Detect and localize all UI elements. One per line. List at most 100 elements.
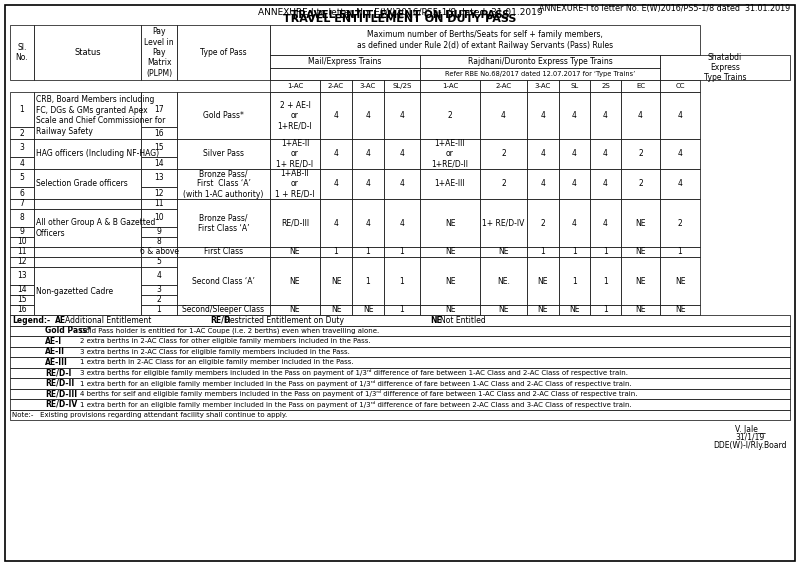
Bar <box>660 80 700 92</box>
Bar <box>352 92 384 139</box>
Bar <box>527 257 559 305</box>
Bar <box>590 199 621 247</box>
Text: 2: 2 <box>678 218 682 228</box>
Bar <box>177 139 270 169</box>
Bar <box>660 199 700 247</box>
Bar <box>10 257 34 267</box>
Text: Gold Pass*: Gold Pass* <box>45 326 91 335</box>
Bar <box>660 139 700 169</box>
Text: 11: 11 <box>154 199 164 208</box>
Text: 3-AC: 3-AC <box>360 83 376 89</box>
Bar <box>527 92 559 139</box>
Text: Sl.
No.: Sl. No. <box>16 43 28 62</box>
Text: 1-AC: 1-AC <box>287 83 303 89</box>
Bar <box>621 80 660 92</box>
Text: 4: 4 <box>603 149 608 158</box>
Text: 4: 4 <box>603 179 608 188</box>
Text: RE/D-II: RE/D-II <box>45 379 74 388</box>
Text: 4: 4 <box>572 179 577 188</box>
Text: V. Jale__: V. Jale__ <box>734 424 766 434</box>
Bar <box>10 169 34 187</box>
Text: NE: NE <box>290 247 300 256</box>
Text: 2-AC: 2-AC <box>328 83 344 89</box>
Text: 4: 4 <box>399 179 405 188</box>
Bar <box>621 169 660 199</box>
Text: 15: 15 <box>17 295 27 305</box>
Text: Type of Pass: Type of Pass <box>200 48 247 57</box>
Text: NE: NE <box>635 306 646 315</box>
Bar <box>10 399 790 409</box>
Text: 2: 2 <box>501 149 506 158</box>
Bar <box>141 285 177 295</box>
Bar <box>559 257 590 305</box>
Text: NE.: NE. <box>497 277 510 285</box>
Bar <box>352 257 384 305</box>
Bar <box>384 247 420 257</box>
Bar <box>270 55 420 68</box>
Bar <box>590 139 621 169</box>
Text: NE: NE <box>498 247 509 256</box>
Text: 1: 1 <box>541 247 546 256</box>
Bar <box>177 92 270 139</box>
Bar <box>270 25 700 55</box>
Text: CC: CC <box>675 83 685 89</box>
Text: 4: 4 <box>334 111 338 120</box>
Text: 17: 17 <box>154 105 164 114</box>
Text: Status: Status <box>74 48 101 57</box>
Text: 8: 8 <box>157 238 162 247</box>
Bar <box>590 247 621 257</box>
Bar <box>480 92 527 139</box>
Text: 1 extra berth for an eligible family member included in the Pass on payment of 1: 1 extra berth for an eligible family mem… <box>80 401 632 408</box>
Bar <box>420 247 480 257</box>
Bar <box>320 305 352 315</box>
Bar <box>141 199 177 209</box>
Bar <box>34 267 141 315</box>
Text: 4 berths for self and eligible family members included in the Pass on payment of: 4 berths for self and eligible family me… <box>80 390 638 397</box>
Bar <box>10 388 790 399</box>
Text: 10: 10 <box>17 238 27 247</box>
Text: 4: 4 <box>678 111 682 120</box>
Text: ANNEXURE-I to letter No. E(W)2016/PS5-1/8 dated  31.01.2019: ANNEXURE-I to letter No. E(W)2016/PS5-1/… <box>538 3 790 12</box>
Text: 14: 14 <box>154 158 164 168</box>
Bar <box>320 169 352 199</box>
Bar <box>420 55 660 68</box>
Text: AE-I: AE-I <box>45 337 62 346</box>
Text: EC: EC <box>636 83 645 89</box>
Text: Silver Pass: Silver Pass <box>203 149 244 158</box>
Text: 2: 2 <box>638 179 643 188</box>
Bar <box>141 169 177 187</box>
Text: TRAVEL ENTITLEMENT ON DUTY PASS: TRAVEL ENTITLEMENT ON DUTY PASS <box>283 14 517 24</box>
Text: 31/1/19: 31/1/19 <box>735 432 765 441</box>
Bar <box>10 315 790 325</box>
Bar <box>34 92 141 139</box>
Text: RE/D: RE/D <box>210 316 230 325</box>
Text: 1: 1 <box>400 306 404 315</box>
Bar <box>10 227 34 237</box>
Text: 4: 4 <box>366 149 370 158</box>
Bar <box>141 267 177 285</box>
Bar <box>352 139 384 169</box>
Bar <box>590 80 621 92</box>
Bar <box>10 285 34 295</box>
Bar <box>527 80 559 92</box>
Text: AE-II: AE-II <box>45 348 65 356</box>
Text: 1+AB-II
or
1 + RE/D-I: 1+AB-II or 1 + RE/D-I <box>275 169 314 199</box>
Text: 13: 13 <box>154 174 164 182</box>
Bar <box>352 305 384 315</box>
Text: 4: 4 <box>366 179 370 188</box>
Bar <box>34 169 141 199</box>
Text: 1-AC: 1-AC <box>442 83 458 89</box>
Text: 3-AC: 3-AC <box>535 83 551 89</box>
Bar <box>177 247 270 257</box>
Bar <box>320 139 352 169</box>
Text: Legend:-: Legend:- <box>12 316 50 325</box>
Text: 2: 2 <box>638 149 643 158</box>
Text: 10: 10 <box>154 213 164 222</box>
Text: 6: 6 <box>19 188 25 198</box>
Text: 2: 2 <box>541 218 546 228</box>
Text: 1+AE-II
or
1+ RE/D-I: 1+AE-II or 1+ RE/D-I <box>277 139 314 169</box>
Text: 14: 14 <box>17 285 27 294</box>
Text: 4: 4 <box>541 149 546 158</box>
Text: 4: 4 <box>678 149 682 158</box>
Text: 2 + AE-I
or
1+RE/D-I: 2 + AE-I or 1+RE/D-I <box>278 101 312 130</box>
